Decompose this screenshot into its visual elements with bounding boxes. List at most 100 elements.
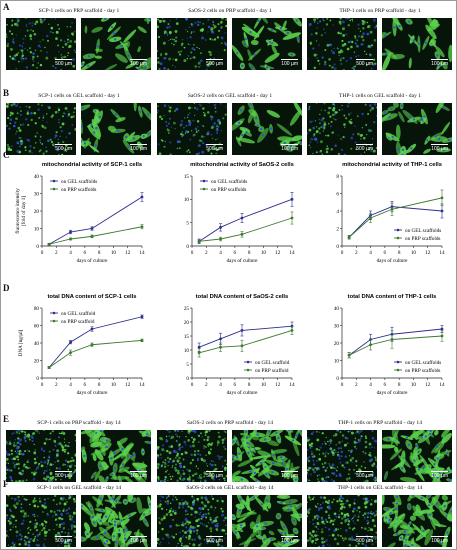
- cell-dot-mark: [208, 103, 210, 104]
- cell-dot-mark: [353, 527, 356, 530]
- nucleus-mark: [105, 539, 109, 543]
- cell-dot-mark: [47, 105, 50, 109]
- overview-micrograph: 500 µm: [6, 495, 76, 547]
- data-point-prp: [369, 216, 372, 220]
- nucleus-mark: [390, 107, 393, 110]
- cell-dot-mark: [338, 499, 341, 502]
- cell-dot-mark: [15, 526, 17, 528]
- cell-dot-mark: [12, 461, 15, 465]
- cell-dot-mark: [29, 467, 31, 469]
- cell-dot-mark: [199, 511, 201, 514]
- cell-dot-mark: [314, 542, 317, 544]
- cell-dot-mark: [47, 460, 50, 462]
- y-tick-label: 5: [186, 362, 189, 368]
- cell-dot-mark: [332, 51, 335, 55]
- scale-bar-label: 100 µm: [431, 146, 448, 152]
- nucleus-mark: [91, 515, 95, 519]
- cell-dot-mark: [73, 18, 76, 19]
- cell-dot-mark: [160, 495, 163, 498]
- cell-dot-mark: [158, 543, 161, 546]
- cell-dot-mark: [344, 502, 346, 505]
- x-tick-label: 2: [355, 250, 358, 256]
- cell-dot-mark: [212, 461, 215, 463]
- cell-dot-mark: [48, 468, 51, 471]
- cell-dot-mark: [165, 124, 168, 127]
- x-axis-label: days of culture: [377, 389, 409, 396]
- cell-dot-mark: [16, 455, 19, 459]
- cell-dot-mark: [65, 136, 67, 138]
- cell-dot-mark: [315, 525, 318, 528]
- cell-body-mark: [83, 522, 91, 532]
- cell-dot-mark: [65, 498, 67, 501]
- cell-dot-mark: [58, 501, 62, 505]
- cell-dot-mark: [42, 543, 45, 546]
- cell-dot-mark: [24, 465, 28, 469]
- cell-body-mark: [395, 124, 401, 140]
- scale-bar-label: 500 µm: [55, 146, 72, 152]
- cell-dot-mark: [368, 526, 370, 529]
- cell-dot-mark: [214, 467, 218, 471]
- cell-dot-mark: [164, 462, 167, 466]
- cell-dot-mark: [54, 495, 57, 498]
- cell-dot-mark: [317, 480, 320, 482]
- cell-dot-mark: [373, 103, 377, 106]
- cell-dot-mark: [7, 495, 10, 497]
- cell-dot-mark: [322, 130, 324, 132]
- cell-dot-mark: [314, 534, 317, 537]
- cell-dot-mark: [366, 32, 370, 36]
- x-tick-label: 12: [275, 382, 281, 388]
- cell-dot-mark: [375, 513, 377, 516]
- cell-dot-mark: [52, 31, 54, 34]
- cell-dot-mark: [331, 50, 333, 52]
- cell-dot-mark: [317, 508, 321, 512]
- cell-dot-mark: [348, 468, 351, 471]
- cell-dot-mark: [319, 446, 322, 449]
- legend-swatch-dot: [202, 179, 206, 183]
- cell-dot-mark: [362, 38, 365, 42]
- cell-dot-mark: [48, 438, 51, 441]
- cell-dot-mark: [71, 495, 73, 497]
- cell-dot-mark: [347, 442, 349, 445]
- cell-dot-mark: [31, 439, 34, 443]
- cell-dot-mark: [15, 530, 19, 534]
- nucleus-mark: [255, 479, 258, 482]
- cell-dot-mark: [195, 130, 198, 133]
- cell-dot-mark: [332, 498, 335, 501]
- cell-dot-mark: [64, 444, 67, 447]
- cell-dot-mark: [353, 514, 357, 517]
- scale-bar-label: 500 µm: [55, 473, 72, 479]
- line-chart: mitochondrial activity of SaOS-2 cells 0 5…: [160, 158, 300, 278]
- cell-dot-mark: [30, 29, 32, 31]
- cell-dot-mark: [157, 35, 161, 39]
- cell-dot-mark: [73, 40, 76, 44]
- data-point-prp: [369, 343, 372, 347]
- cell-dot-mark: [212, 23, 215, 26]
- cell-dot-mark: [8, 127, 11, 130]
- cell-dot-mark: [374, 458, 377, 462]
- cell-dot-mark: [205, 446, 207, 448]
- cell-body-mark: [93, 109, 99, 129]
- cell-dot-mark: [24, 450, 27, 453]
- cell-dot-mark: [375, 146, 377, 149]
- cell-dot-mark: [20, 139, 23, 143]
- nucleus-mark: [412, 39, 416, 42]
- cell-dot-mark: [347, 523, 350, 526]
- cell-dot-mark: [198, 537, 202, 540]
- cell-body-mark: [413, 449, 419, 462]
- cell-dot-mark: [328, 506, 332, 510]
- cell-dot-mark: [69, 25, 72, 28]
- cell-dot-mark: [166, 449, 169, 453]
- cell-dot-mark: [17, 60, 20, 63]
- cell-dot-mark: [344, 455, 347, 458]
- cell-dot-mark: [316, 522, 320, 525]
- cell-dot-mark: [57, 544, 60, 547]
- cell-dot-mark: [324, 49, 327, 52]
- cell-dot-mark: [71, 516, 74, 519]
- cell-dot-mark: [320, 537, 324, 540]
- cell-dot-mark: [341, 502, 345, 506]
- cell-body-mark: [277, 136, 296, 142]
- cell-body-mark: [243, 536, 252, 547]
- nucleus-mark: [285, 467, 289, 471]
- cell-dot-mark: [323, 62, 327, 66]
- cell-dot-mark: [46, 463, 49, 465]
